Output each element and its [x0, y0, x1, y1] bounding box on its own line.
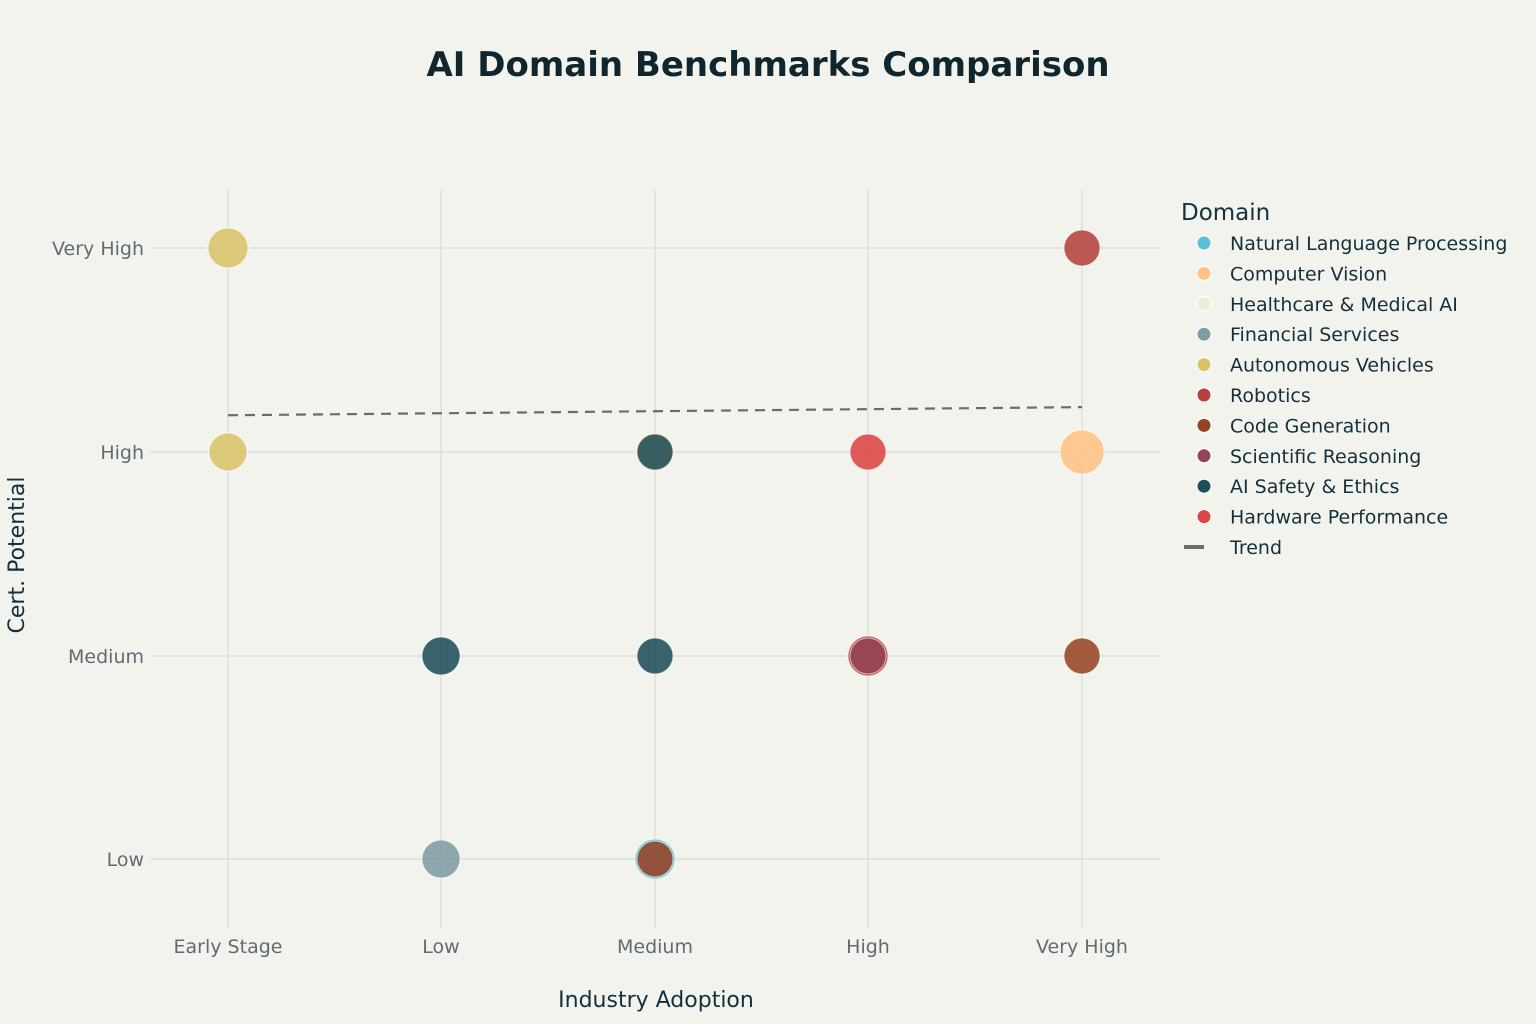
- legend-label-code-generation: Code Generation: [1230, 415, 1391, 437]
- legend-items: Natural Language Processing Computer Visi…: [1184, 233, 1507, 559]
- legend-label-robotics: Robotics: [1230, 385, 1311, 407]
- point-ai-safety-and-ethics[interactable]: [636, 637, 674, 675]
- point-ai-safety-and-ethics[interactable]: [636, 433, 674, 471]
- legend-label-autonomous-vehicles: Autonomous Vehicles: [1230, 355, 1434, 377]
- grid: [150, 190, 1160, 928]
- point-code-generation[interactable]: [636, 840, 674, 878]
- x-tick-label: Early Stage: [174, 936, 283, 958]
- legend-label-natural-language-processing: Natural Language Processing: [1230, 233, 1507, 255]
- legend-label-computer-vision: Computer Vision: [1230, 263, 1387, 285]
- point-financial-services[interactable]: [421, 839, 461, 879]
- legend-title: Domain: [1181, 200, 1270, 226]
- legend-label-financial-services: Financial Services: [1230, 324, 1399, 346]
- legend-label-healthcare-and-medical-ai: Healthcare & Medical AI: [1230, 294, 1458, 316]
- legend-marker-healthcare-and-medical-ai: [1196, 296, 1212, 312]
- point-ai-safety-and-ethics[interactable]: [421, 636, 461, 676]
- y-tick-label: Very High: [52, 238, 144, 260]
- legend-label-scientific-reasoning: Scientific Reasoning: [1230, 446, 1421, 468]
- y-tick-label: Medium: [68, 646, 144, 668]
- legend-label-ai-safety-and-ethics: AI Safety & Ethics: [1230, 476, 1399, 498]
- point-robotics[interactable]: [1063, 229, 1101, 267]
- legend-marker-robotics: [1196, 387, 1212, 403]
- x-tick-label: High: [846, 936, 890, 958]
- point-scientific-reasoning[interactable]: [849, 637, 887, 675]
- point-autonomous-vehicles[interactable]: [207, 227, 249, 269]
- legend-marker-natural-language-processing: [1196, 235, 1212, 251]
- legend-marker-computer-vision: [1196, 265, 1212, 281]
- y-tick-label: High: [100, 442, 144, 464]
- x-tick-label: Low: [422, 936, 459, 958]
- legend-marker-code-generation: [1196, 417, 1212, 433]
- point-computer-vision[interactable]: [1059, 429, 1105, 475]
- point-autonomous-vehicles[interactable]: [208, 432, 248, 472]
- point-code-generation[interactable]: [1063, 637, 1101, 675]
- chart-title: AI Domain Benchmarks Comparison: [426, 45, 1109, 85]
- point-hardware-performance[interactable]: [849, 433, 887, 471]
- ticks: Early Stage Low Medium High Very High Low Medi…: [52, 238, 1128, 958]
- legend-marker-hardware-performance: [1196, 509, 1212, 525]
- y-tick-label: Low: [107, 849, 144, 871]
- trend-line: [227, 406, 1083, 417]
- trend-layer: [227, 406, 1083, 417]
- points-layer: [207, 227, 1105, 880]
- legend-label-trend: Trend: [1229, 537, 1282, 559]
- legend-label-hardware-performance: Hardware Performance: [1230, 507, 1448, 529]
- y-axis-label: Cert. Potential: [5, 477, 30, 634]
- legend: Domain Natural Language Processing Comput…: [1181, 200, 1507, 559]
- legend-marker-scientific-reasoning: [1196, 448, 1212, 464]
- legend-marker-ai-safety-and-ethics: [1196, 478, 1212, 494]
- legend-marker-financial-services: [1196, 326, 1212, 342]
- legend-marker-autonomous-vehicles: [1196, 357, 1212, 373]
- x-axis-label: Industry Adoption: [558, 988, 754, 1013]
- x-tick-label: Very High: [1036, 936, 1128, 958]
- x-tick-label: Medium: [617, 936, 693, 958]
